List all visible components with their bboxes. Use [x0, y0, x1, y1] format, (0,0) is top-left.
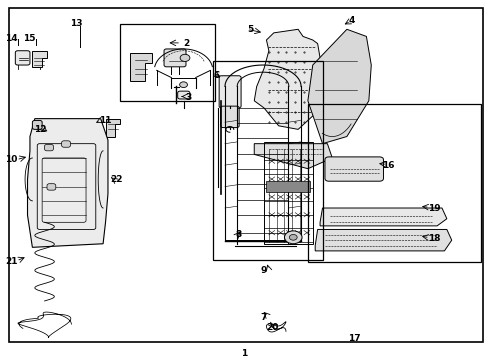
FancyBboxPatch shape [47, 184, 56, 190]
Text: 12: 12 [34, 125, 47, 134]
Text: 16: 16 [381, 161, 394, 170]
Polygon shape [254, 29, 322, 129]
Text: 18: 18 [427, 234, 440, 243]
Circle shape [179, 82, 187, 87]
FancyBboxPatch shape [325, 157, 383, 181]
FancyBboxPatch shape [219, 76, 241, 108]
Text: 7: 7 [260, 312, 266, 321]
Text: 10: 10 [5, 155, 18, 164]
Text: 11: 11 [99, 116, 112, 125]
Polygon shape [130, 53, 152, 81]
Text: 8: 8 [235, 230, 241, 239]
Text: 19: 19 [427, 203, 440, 212]
Polygon shape [320, 208, 446, 226]
Polygon shape [32, 51, 47, 67]
Polygon shape [315, 229, 451, 251]
Text: 13: 13 [70, 19, 82, 28]
Polygon shape [105, 119, 120, 136]
Text: 1: 1 [241, 349, 247, 358]
Bar [307, 104, 480, 262]
Circle shape [284, 231, 302, 244]
FancyBboxPatch shape [44, 144, 53, 151]
Bar [212, 62, 322, 260]
Polygon shape [254, 144, 331, 169]
FancyBboxPatch shape [220, 106, 239, 127]
Text: 5: 5 [247, 25, 253, 34]
Text: 3: 3 [185, 93, 191, 102]
Bar [120, 24, 215, 101]
Text: 2: 2 [183, 39, 189, 48]
FancyBboxPatch shape [15, 51, 30, 65]
Text: 20: 20 [265, 323, 278, 332]
Polygon shape [27, 119, 108, 247]
Bar [266, 181, 310, 192]
Text: 4: 4 [348, 16, 354, 25]
Text: 17: 17 [347, 334, 360, 343]
FancyBboxPatch shape [61, 141, 70, 147]
Text: 6: 6 [213, 71, 219, 80]
Text: 14: 14 [5, 34, 18, 43]
FancyBboxPatch shape [163, 49, 185, 67]
Text: 22: 22 [110, 175, 123, 184]
Polygon shape [307, 29, 370, 144]
Text: 21: 21 [5, 257, 18, 266]
Text: 15: 15 [22, 34, 35, 43]
Circle shape [289, 234, 297, 240]
FancyBboxPatch shape [177, 91, 189, 99]
Text: 9: 9 [260, 266, 266, 275]
Bar [264, 142, 312, 244]
FancyBboxPatch shape [32, 121, 42, 129]
Circle shape [180, 54, 189, 62]
